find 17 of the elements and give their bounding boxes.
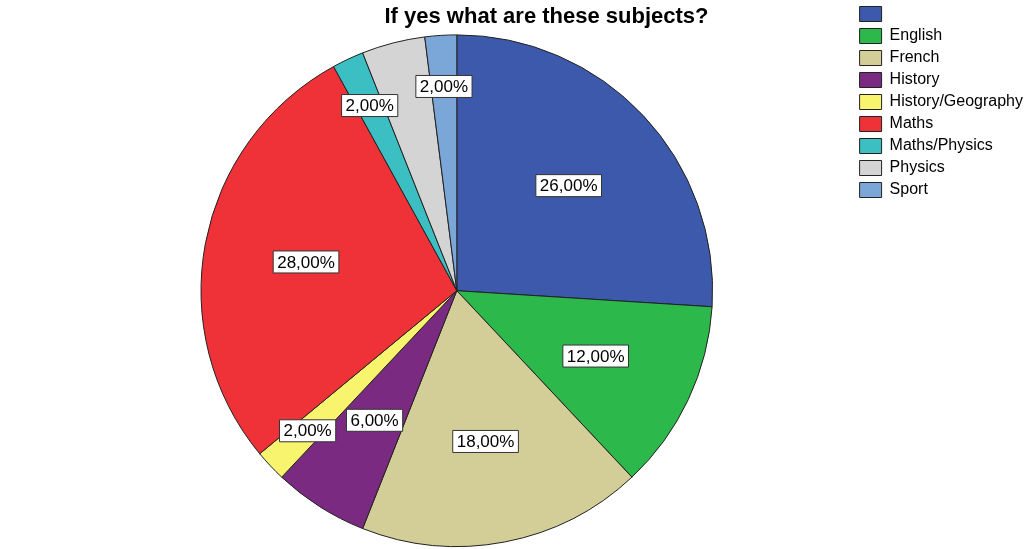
chart-title: If yes what are these subjects? [384, 3, 709, 29]
legend-label: Maths [889, 114, 934, 132]
data-label: 28,00% [277, 252, 335, 272]
legend-label: History/Geography [889, 92, 1023, 110]
legend-label: Maths/Physics [889, 136, 993, 154]
legend-label: Sport [889, 180, 929, 198]
data-label: 2,00% [345, 96, 394, 116]
data-label: 2,00% [283, 421, 332, 441]
data-label: 6,00% [350, 410, 399, 430]
data-label: 2,00% [419, 77, 469, 97]
data-label: 12,00% [566, 346, 625, 366]
legend-label: French [889, 48, 940, 66]
legend-label: English [889, 26, 943, 44]
legend-label: History [889, 70, 940, 88]
data-label: 18,00% [456, 432, 515, 452]
data-label: 26,00% [539, 176, 598, 196]
legend-label: Physics [889, 158, 945, 176]
